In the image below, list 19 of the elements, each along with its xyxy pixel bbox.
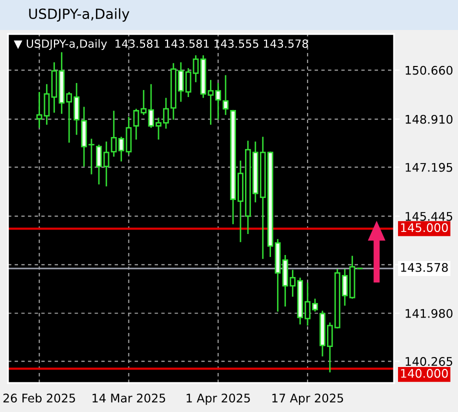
ref-line-label: 143.578 — [401, 262, 448, 272]
y-tick-label: 140.265 — [406, 357, 452, 366]
y-tick-label: 145.445 — [406, 212, 452, 221]
chart-subtitle: ▼ USDJPY-a,Daily 143.581 143.581 143.555 143.578 — [14, 39, 308, 50]
y-tick-label: 150.660 — [406, 66, 452, 75]
ref-line-label: 145.000 — [401, 223, 448, 232]
y-tick-label: 141.980 — [406, 308, 452, 318]
y-tick-label: 148.910 — [406, 114, 452, 124]
candlestick — [118, 136, 124, 162]
candlestick — [36, 91, 42, 129]
x-tick-label: 26 Feb 2025 — [3, 393, 75, 403]
x-tick-label: 17 Apr 2025 — [272, 394, 344, 405]
y-tick-label: 147.195 — [406, 162, 452, 172]
candlestick — [126, 116, 132, 156]
candlestick — [44, 83, 50, 126]
chart-title: USDJPY-a,Daily — [29, 8, 130, 22]
x-tick-label: 14 Mar 2025 — [92, 394, 166, 403]
ref-line-label: 140.000 — [401, 368, 448, 378]
x-tick-label: 1 Apr 2025 — [186, 394, 250, 405]
